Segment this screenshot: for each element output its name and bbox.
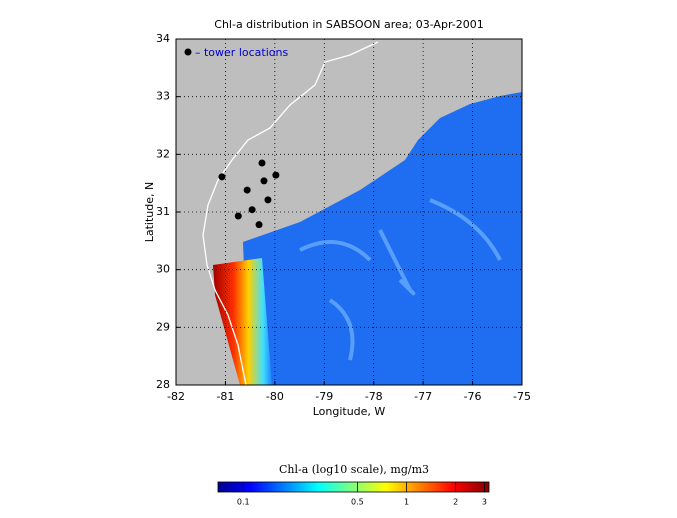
x-tick-label: -80 <box>266 390 284 403</box>
x-tick-label: -76 <box>464 390 482 403</box>
x-tick-label: -78 <box>365 390 383 403</box>
tower-marker <box>255 221 263 229</box>
tower-marker <box>260 177 268 185</box>
y-tick-label: 30 <box>156 263 170 276</box>
colorbar-tick-label: 2 <box>453 498 458 507</box>
colorbar <box>217 481 490 493</box>
colorbar-title: Chl-a (log10 scale), mg/m3 <box>279 463 429 476</box>
chart-title: Chl-a distribution in SABSOON area; 03-A… <box>214 18 483 31</box>
y-tick-label: 34 <box>156 32 170 45</box>
y-tick-label: 31 <box>156 205 170 218</box>
x-axis-label: Longitude, W <box>313 405 386 418</box>
colorbar-tick-label: 0.5 <box>351 498 364 507</box>
tower-marker <box>264 196 272 204</box>
tower-marker <box>243 186 251 194</box>
ocean-feature <box>299 198 502 361</box>
tower-marker <box>234 212 242 220</box>
tower-marker <box>272 171 280 179</box>
y-axis-label: Latitude, N <box>143 182 156 243</box>
x-tick-label: -79 <box>315 390 333 403</box>
y-tick-label: 29 <box>156 320 170 333</box>
colorbar-tick-label: 0.1 <box>237 498 250 507</box>
coastal-data <box>213 258 272 385</box>
y-tick-label: 32 <box>156 147 170 160</box>
y-tick-label: 28 <box>156 378 170 391</box>
tower-marker <box>248 206 256 214</box>
x-tick-label: -75 <box>513 390 531 403</box>
colorbar-tick-label: 1 <box>404 498 409 507</box>
colorbar-tick-label: 3 <box>482 498 487 507</box>
coastline <box>202 41 379 386</box>
legend-marker <box>184 48 192 56</box>
x-tick-label: -82 <box>167 390 185 403</box>
tower-marker <box>258 159 266 167</box>
tower-marker <box>218 173 226 181</box>
x-tick-label: -81 <box>216 390 234 403</box>
legend-label: – tower locations <box>195 46 288 59</box>
x-tick-label: -77 <box>414 390 432 403</box>
y-tick-label: 33 <box>156 90 170 103</box>
